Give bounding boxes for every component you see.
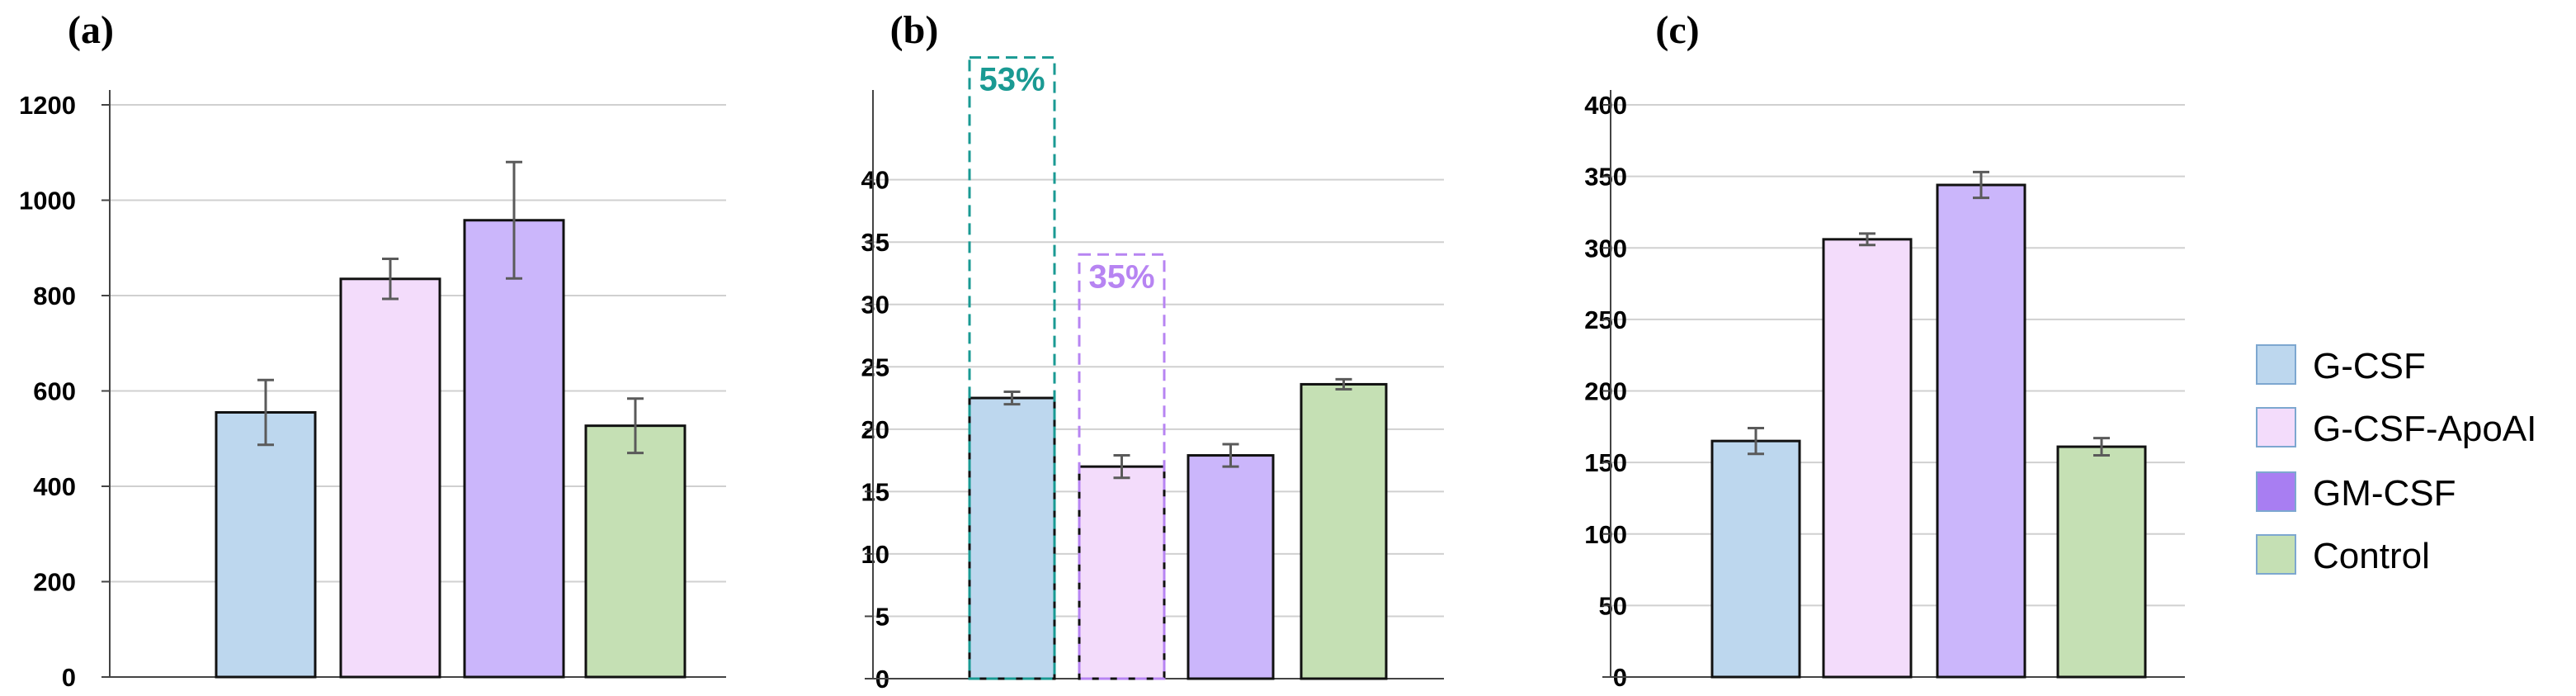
y-tick-label: 1200: [19, 91, 76, 120]
legend-item-label: G-CSF: [2313, 346, 2426, 386]
legend-swatch: [2256, 407, 2296, 447]
legend-item-label: GM-CSF: [2313, 473, 2456, 514]
panel-a: (a) 0 200 400 600 800 1000 1200: [19, 8, 726, 692]
bar-g-csf: [968, 396, 1056, 680]
y-tick-label: 5: [875, 602, 889, 631]
bar-gm-csf: [1187, 454, 1275, 680]
bar-g-csf-apoai: [1822, 238, 1913, 679]
legend-swatch: [2256, 534, 2296, 575]
legend-item-label: G-CSF-ApoAI: [2313, 409, 2536, 449]
annotation-label: 53%: [979, 62, 1045, 98]
annotation-box: [1078, 253, 1166, 680]
bar-gm-csf: [1936, 183, 2026, 679]
panel-c-label: (c): [1655, 8, 1699, 52]
y-tick-label: 200: [33, 568, 76, 597]
bar-gm-csf: [463, 219, 565, 679]
panel-b-label: (b): [890, 8, 939, 52]
y-tick-label: 400: [33, 472, 76, 501]
annotation-label: 35%: [1088, 258, 1154, 295]
y-tick-label: 0: [62, 663, 76, 692]
bar-g-csf: [215, 410, 317, 679]
bar-control: [2056, 445, 2147, 679]
legend-swatch: [2256, 471, 2296, 512]
y-tick-label: 800: [33, 282, 76, 310]
legend: G-CSF G-CSF-ApoAI GM-CSF Control: [2256, 344, 2536, 576]
y-tick-label: 600: [33, 377, 76, 406]
annotation-box: [968, 56, 1056, 680]
panel-a-label: (a): [68, 8, 114, 52]
bar-control: [1300, 382, 1388, 680]
y-tick-label: 1000: [19, 187, 76, 215]
bar-g-csf-apoai: [339, 277, 441, 679]
legend-item-label: Control: [2313, 536, 2430, 576]
legend-swatch: [2256, 344, 2296, 385]
bar-g-csf-apoai: [1078, 465, 1166, 680]
bar-g-csf: [1710, 439, 1801, 679]
bar-control: [584, 424, 686, 679]
